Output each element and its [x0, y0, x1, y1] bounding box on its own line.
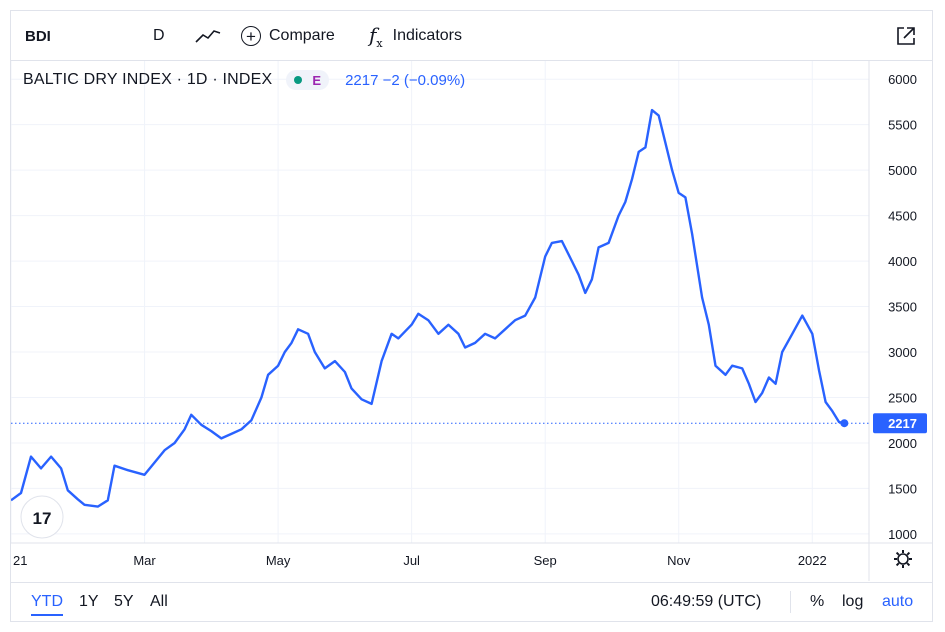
last-point-marker — [840, 419, 849, 428]
market-status-badge[interactable]: E — [286, 70, 330, 90]
indicators-button[interactable]: fx Indicators — [369, 11, 462, 61]
chart-widget: 1000 1500 2000 2500 3000 3500 4000 4500 5000 5500… — [10, 10, 933, 622]
symbol-search-button[interactable]: BDI — [25, 11, 51, 61]
y-tick-label: 2000 — [888, 436, 917, 451]
percent-scale-button[interactable]: % — [810, 593, 825, 610]
last-price-badge — [873, 413, 927, 434]
expand-icon — [897, 27, 915, 45]
plus-circle-icon: + — [241, 26, 261, 46]
y-tick-label: 6000 — [888, 72, 917, 87]
series-line — [11, 108, 845, 508]
y-tick-label: 2500 — [888, 390, 917, 405]
time-axis[interactable]: 21 Mar May Jul Sep Nov 2022 — [13, 553, 827, 568]
line-chart-icon — [195, 30, 221, 43]
auto-scale-button[interactable]: auto — [882, 593, 914, 610]
y-tick-label: 3000 — [888, 345, 917, 360]
symbol-label: BDI — [25, 27, 51, 45]
legend-value: 2217 −2 (−0.09%) — [345, 71, 466, 89]
fullscreen-button[interactable] — [895, 11, 917, 61]
legend-title: BALTIC DRY INDEX · 1D · INDEX — [23, 71, 273, 88]
chart-style-button[interactable] — [195, 11, 221, 61]
range-1y-button[interactable]: 1Y — [79, 593, 99, 610]
svg-text:17: 17 — [33, 509, 52, 528]
grid-lines — [11, 61, 932, 581]
y-tick-label: 4500 — [888, 209, 917, 224]
x-tick-label: Jul — [403, 553, 420, 568]
compare-label: Compare — [269, 27, 335, 44]
x-tick-label: 21 — [13, 553, 27, 568]
interval-label: D — [153, 27, 165, 44]
y-tick-label: 5000 — [888, 163, 917, 178]
y-tick-label: 4000 — [888, 254, 917, 269]
range-all-button[interactable]: All — [150, 593, 168, 610]
y-tick-label: 1500 — [888, 481, 917, 496]
x-tick-label: Mar — [133, 553, 156, 568]
y-tick-label: 1000 — [888, 527, 917, 542]
utc-clock[interactable]: 06:49:59 (UTC) — [651, 593, 762, 610]
status-dot-icon — [294, 76, 303, 84]
top-toolbar: BDI D + Compare fx Indicators — [11, 11, 932, 61]
x-tick-label: Sep — [534, 553, 557, 568]
toolbar-divider — [790, 591, 791, 613]
y-tick-label: 5500 — [888, 118, 917, 133]
y-tick-label: 3500 — [888, 300, 917, 315]
x-tick-label: 2022 — [798, 553, 827, 568]
last-price-label: 2217 — [888, 416, 917, 431]
x-tick-label: May — [266, 553, 291, 568]
fx-icon: fx — [369, 22, 383, 50]
interval-button[interactable]: D — [153, 11, 165, 61]
price-chart[interactable]: 1000 1500 2000 2500 3000 3500 4000 4500 5000 5500… — [11, 11, 932, 581]
tradingview-logo[interactable]: 17 — [20, 495, 64, 539]
compare-button[interactable]: + Compare — [241, 11, 335, 61]
price-axis[interactable]: 1000 1500 2000 2500 3000 3500 4000 4500 5000 5500… — [888, 72, 917, 542]
gear-icon[interactable] — [894, 550, 912, 568]
bottom-toolbar: YTD 1Y 5Y All 06:49:59 (UTC) % log auto — [11, 582, 932, 622]
range-5y-button[interactable]: 5Y — [114, 593, 134, 610]
log-scale-button[interactable]: log — [842, 593, 864, 610]
x-tick-label: Nov — [667, 553, 691, 568]
range-ytd-button[interactable]: YTD — [31, 583, 63, 621]
badge-letter: E — [312, 72, 322, 88]
series-legend: BALTIC DRY INDEX · 1D · INDEX E 2217 −2 … — [23, 69, 465, 91]
indicators-label: Indicators — [392, 27, 462, 44]
